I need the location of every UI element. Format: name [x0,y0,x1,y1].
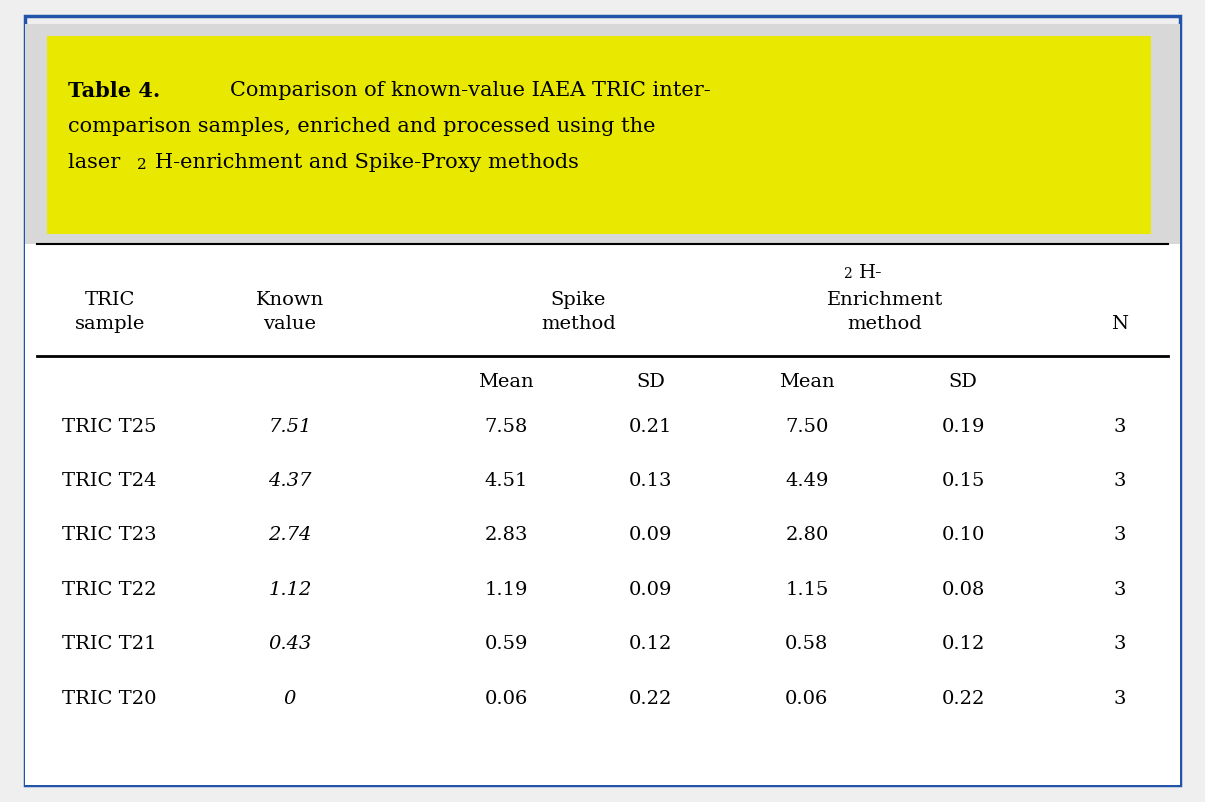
Text: 0: 0 [283,689,296,707]
Text: 0.12: 0.12 [941,634,984,652]
Text: Table 4.: Table 4. [67,81,160,101]
Text: value: value [264,314,317,333]
Text: 0.10: 0.10 [941,525,984,544]
Text: N: N [1111,314,1128,333]
Text: Spike: Spike [551,290,606,309]
Text: 2.80: 2.80 [786,525,829,544]
Text: 0.09: 0.09 [629,525,672,544]
Text: 4.37: 4.37 [269,472,312,489]
Text: 4.51: 4.51 [484,472,528,489]
Text: 0.06: 0.06 [484,689,528,707]
Text: 3: 3 [1113,689,1125,707]
Text: 1.12: 1.12 [269,580,312,598]
Text: sample: sample [75,314,145,333]
Text: laser: laser [67,153,127,172]
Text: 1.19: 1.19 [484,580,528,598]
Text: 2.83: 2.83 [484,525,528,544]
Text: 2.74: 2.74 [269,525,312,544]
Text: 1.15: 1.15 [786,580,829,598]
Bar [25,245,1180,784]
Text: SD: SD [948,373,977,391]
Text: 0.22: 0.22 [629,689,672,707]
Text: 0.59: 0.59 [484,634,528,652]
Text: 0.43: 0.43 [269,634,312,652]
Text: 2: 2 [842,267,852,281]
Text: H-: H- [859,264,882,282]
Text: 0.13: 0.13 [629,472,672,489]
Text: TRIC: TRIC [84,290,135,309]
Text: comparison samples, enriched and processed using the: comparison samples, enriched and process… [67,117,656,136]
Text: H-enrichment and Spike-Proxy methods: H-enrichment and Spike-Proxy methods [155,153,580,172]
Text: TRIC T24: TRIC T24 [63,472,157,489]
Text: 0.19: 0.19 [941,417,984,435]
Text: 0.15: 0.15 [941,472,984,489]
Text: method: method [541,314,616,333]
Text: 0.09: 0.09 [629,580,672,598]
Text: 0.58: 0.58 [786,634,829,652]
Text: Mean: Mean [478,373,534,391]
Text: 0.22: 0.22 [941,689,984,707]
Text: method: method [847,314,922,333]
Text: 4.49: 4.49 [786,472,829,489]
Text: 0.08: 0.08 [941,580,984,598]
Text: TRIC T21: TRIC T21 [63,634,157,652]
Text: 3: 3 [1113,417,1125,435]
Text: 3: 3 [1113,580,1125,598]
Text: TRIC T23: TRIC T23 [63,525,157,544]
Text: Comparison of known-value IAEA TRIC inter-: Comparison of known-value IAEA TRIC inte… [230,81,711,100]
Text: 7.50: 7.50 [786,417,829,435]
Text: TRIC T25: TRIC T25 [63,417,157,435]
Text: 0.21: 0.21 [629,417,672,435]
Text: Known: Known [255,290,324,309]
Text: Mean: Mean [780,373,835,391]
Text: TRIC T22: TRIC T22 [63,580,157,598]
Text: Enrichment: Enrichment [827,290,944,309]
Text: SD: SD [636,373,665,391]
Text: TRIC T20: TRIC T20 [63,689,157,707]
Text: 0.12: 0.12 [629,634,672,652]
Text: 3: 3 [1113,525,1125,544]
Text: 7.51: 7.51 [269,417,312,435]
Text: 3: 3 [1113,634,1125,652]
Text: 7.58: 7.58 [484,417,528,435]
Bar [25,26,1180,245]
Bar [47,37,1151,235]
Text: 2: 2 [137,158,147,172]
Text: 3: 3 [1113,472,1125,489]
Text: 0.06: 0.06 [786,689,829,707]
